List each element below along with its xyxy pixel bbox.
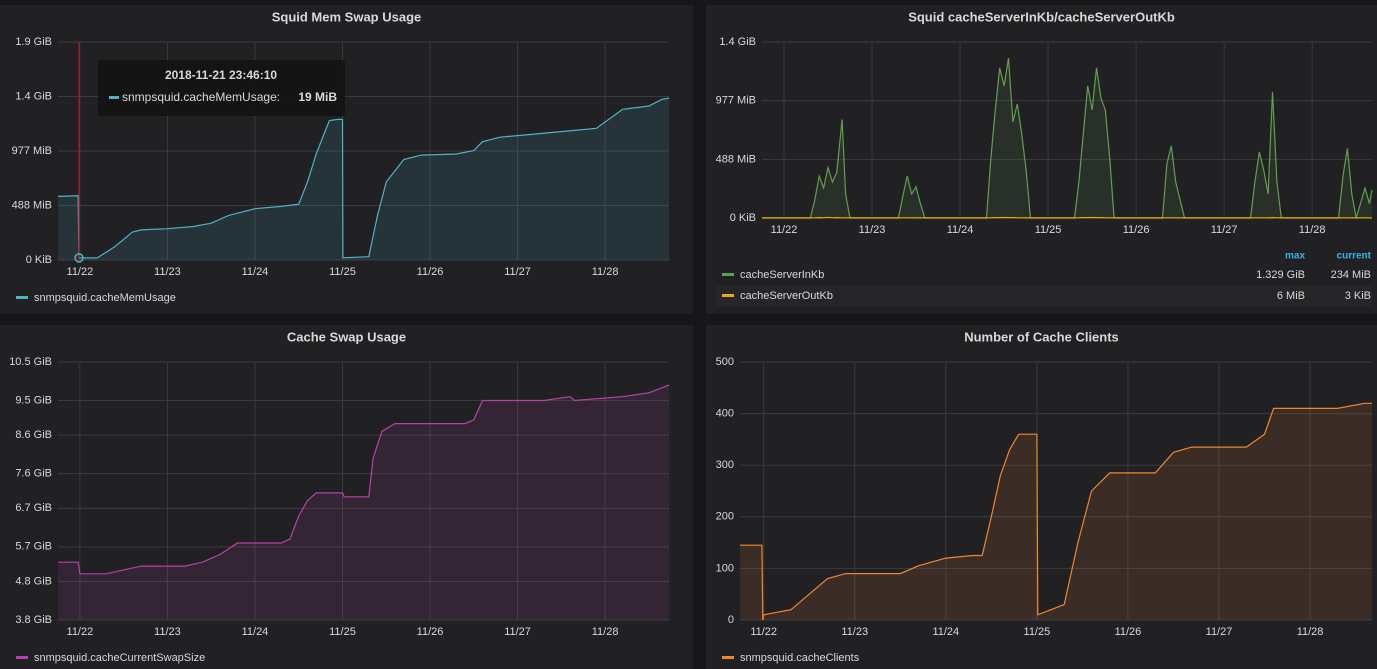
x-tick-label: 11/28 xyxy=(1297,626,1324,638)
panel-title: Squid Mem Swap Usage xyxy=(272,9,422,24)
legend-value: 6 MiB xyxy=(1277,290,1305,302)
y-tick-label: 300 xyxy=(716,459,734,471)
legend-swatch xyxy=(722,294,734,297)
y-tick-label: 4.8 GiB xyxy=(15,575,52,587)
x-tick-label: 11/24 xyxy=(242,266,269,278)
x-tick-label: 11/26 xyxy=(1115,626,1142,638)
series-area xyxy=(762,58,1372,219)
legend-row xyxy=(716,286,1372,306)
y-tick-label: 200 xyxy=(716,511,734,523)
x-tick-label: 11/22 xyxy=(67,266,94,278)
x-tick-label: 11/24 xyxy=(947,224,974,236)
x-tick-label: 11/23 xyxy=(154,626,181,638)
x-tick-label: 11/26 xyxy=(417,626,444,638)
legend-swatch xyxy=(16,296,28,299)
x-tick-label: 11/24 xyxy=(932,626,959,638)
y-tick-label: 488 MiB xyxy=(716,153,756,165)
x-tick-label: 11/25 xyxy=(329,626,356,638)
y-tick-label: 5.7 GiB xyxy=(15,541,52,553)
panel-title: Squid cacheServerInKb/cacheServerOutKb xyxy=(908,9,1175,24)
x-tick-label: 11/23 xyxy=(859,224,886,236)
y-tick-label: 0 KiB xyxy=(730,212,756,224)
x-tick-label: 11/23 xyxy=(154,266,181,278)
panel-title: Cache Swap Usage xyxy=(287,329,406,344)
x-tick-label: 11/27 xyxy=(504,266,531,278)
legend-swatch xyxy=(722,656,734,659)
y-tick-label: 0 KiB xyxy=(26,254,52,266)
series-line xyxy=(58,384,670,575)
x-tick-label: 11/22 xyxy=(771,224,798,236)
legend-label: cacheServerInKb xyxy=(740,269,824,281)
y-tick-label: 7.6 GiB xyxy=(15,468,52,480)
legend-label: snmpsquid.cacheClients xyxy=(740,652,860,664)
y-tick-label: 1.4 GiB xyxy=(15,90,52,102)
legend-label: cacheServerOutKb xyxy=(740,290,833,302)
x-tick-label: 11/27 xyxy=(1206,626,1233,638)
series-area xyxy=(740,403,1372,620)
y-tick-label: 3.8 GiB xyxy=(15,614,52,626)
x-tick-label: 11/28 xyxy=(592,266,619,278)
y-tick-label: 10.5 GiB xyxy=(9,356,52,368)
y-tick-label: 977 MiB xyxy=(12,145,52,157)
x-tick-label: 11/26 xyxy=(417,266,444,278)
panel xyxy=(0,5,693,314)
x-tick-label: 11/25 xyxy=(1024,626,1051,638)
legend-header: current xyxy=(1337,251,1372,262)
legend-value: 3 KiB xyxy=(1345,290,1371,302)
tooltip-value: 19 MiB xyxy=(298,90,337,104)
x-tick-label: 11/28 xyxy=(1299,224,1326,236)
panel xyxy=(706,325,1377,669)
y-tick-label: 1.4 GiB xyxy=(719,36,756,48)
x-tick-label: 11/27 xyxy=(1211,224,1238,236)
legend-header: max xyxy=(1285,251,1305,262)
y-tick-label: 0 xyxy=(728,614,734,626)
series-area xyxy=(58,98,669,260)
tooltip-box xyxy=(98,60,346,116)
y-tick-label: 8.6 GiB xyxy=(15,429,52,441)
x-tick-label: 11/28 xyxy=(592,626,619,638)
series-area xyxy=(58,385,669,620)
y-tick-label: 9.5 GiB xyxy=(15,394,52,406)
x-tick-label: 11/25 xyxy=(1035,224,1062,236)
legend-value: 1.329 GiB xyxy=(1256,269,1305,281)
series-line xyxy=(57,97,670,259)
x-tick-label: 11/25 xyxy=(329,266,356,278)
x-tick-label: 11/24 xyxy=(242,626,269,638)
hover-point xyxy=(74,253,84,263)
y-tick-label: 100 xyxy=(716,562,734,574)
series-line xyxy=(740,402,1372,621)
x-tick-label: 11/22 xyxy=(750,626,777,638)
y-tick-label: 488 MiB xyxy=(12,199,52,211)
x-tick-label: 11/26 xyxy=(1123,224,1150,236)
legend-value: 234 MiB xyxy=(1331,269,1371,281)
legend-swatch xyxy=(722,273,734,276)
series-line xyxy=(762,216,1373,219)
x-tick-label: 11/22 xyxy=(67,626,94,638)
x-tick-label: 11/23 xyxy=(841,626,868,638)
tooltip-title: 2018-11-21 23:46:10 xyxy=(165,68,277,82)
y-tick-label: 400 xyxy=(716,408,734,420)
y-tick-label: 977 MiB xyxy=(716,95,756,107)
y-tick-label: 500 xyxy=(716,356,734,368)
x-tick-label: 11/27 xyxy=(504,626,531,638)
tooltip-swatch xyxy=(109,96,120,99)
legend-label: snmpsquid.cacheCurrentSwapSize xyxy=(34,652,205,664)
panel-title: Number of Cache Clients xyxy=(964,329,1119,344)
tooltip-label: snmpsquid.cacheMemUsage: xyxy=(122,90,280,104)
y-tick-label: 1.9 GiB xyxy=(15,36,52,48)
y-tick-label: 6.7 GiB xyxy=(15,502,52,514)
legend-label: snmpsquid.cacheMemUsage xyxy=(34,292,176,304)
legend-swatch xyxy=(16,656,28,659)
